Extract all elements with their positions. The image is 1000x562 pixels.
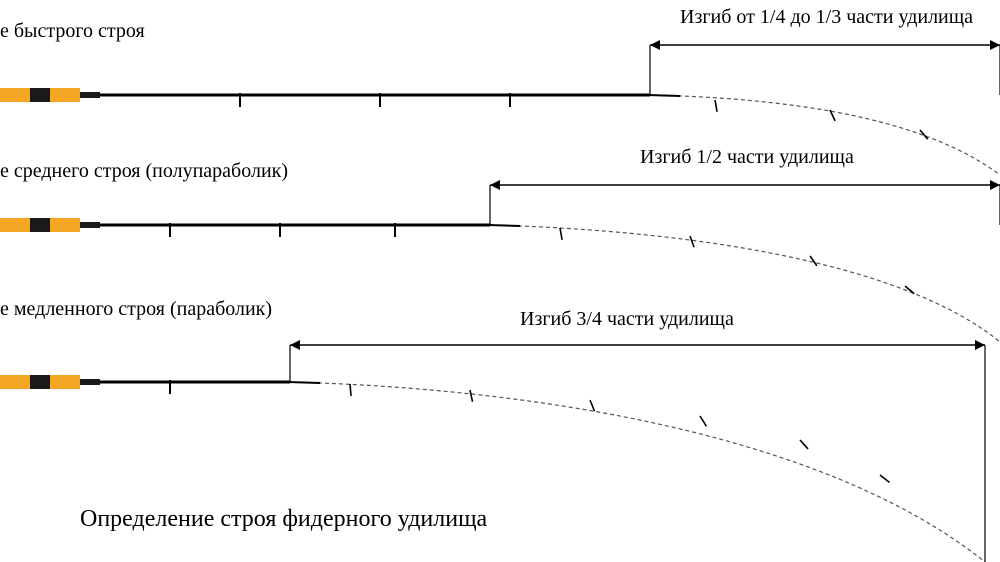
rod-guide — [880, 475, 889, 482]
rod-guide — [715, 100, 717, 112]
rod-guide — [700, 416, 706, 426]
rod-blank-transition — [488, 225, 520, 226]
rod-type-label: е быстрого строя — [0, 20, 145, 43]
rod-guide — [470, 390, 472, 402]
rod-handle-wrap — [30, 88, 50, 102]
rod-ferrule — [80, 379, 100, 385]
rod-type-label: е медленного строя (параболик) — [0, 298, 272, 321]
rod-guide — [690, 236, 694, 247]
rod-blank-bent — [290, 382, 985, 562]
diagram-canvas — [0, 0, 1000, 562]
rod-ferrule — [80, 222, 100, 228]
rod-handle-grip — [50, 375, 80, 389]
bend-range-label: Изгиб 1/2 части удилища — [640, 146, 854, 169]
bend-range-label: Изгиб 3/4 части удилища — [520, 308, 734, 331]
rod-handle-grip — [0, 88, 30, 102]
bend-range-label: Изгиб от 1/4 до 1/3 части удилища — [680, 6, 973, 29]
rod-guide — [350, 384, 351, 396]
rod-blank-transition — [648, 95, 680, 96]
rod-handle-grip — [0, 218, 30, 232]
dimension-arrow — [290, 340, 300, 350]
dimension-arrow — [490, 180, 500, 190]
rod-handle-wrap — [30, 375, 50, 389]
dimension-arrow — [650, 40, 660, 50]
rod-guide — [810, 256, 817, 266]
rod-guide — [560, 228, 562, 240]
rod-type-label: е среднего строя (полупараболик) — [0, 160, 288, 183]
rod-handle-grip — [0, 375, 30, 389]
rod-blank-transition — [288, 382, 320, 383]
rod-handle-grip — [50, 218, 80, 232]
dimension-arrow — [990, 180, 1000, 190]
rod-ferrule — [80, 92, 100, 98]
diagram-title: Определение строя фидерного удилища — [80, 506, 487, 533]
dimension-arrow — [990, 40, 1000, 50]
rod-guide — [590, 400, 594, 411]
rod-guide — [800, 440, 808, 449]
dimension-arrow — [975, 340, 985, 350]
rod-handle-grip — [50, 88, 80, 102]
rod-handle-wrap — [30, 218, 50, 232]
